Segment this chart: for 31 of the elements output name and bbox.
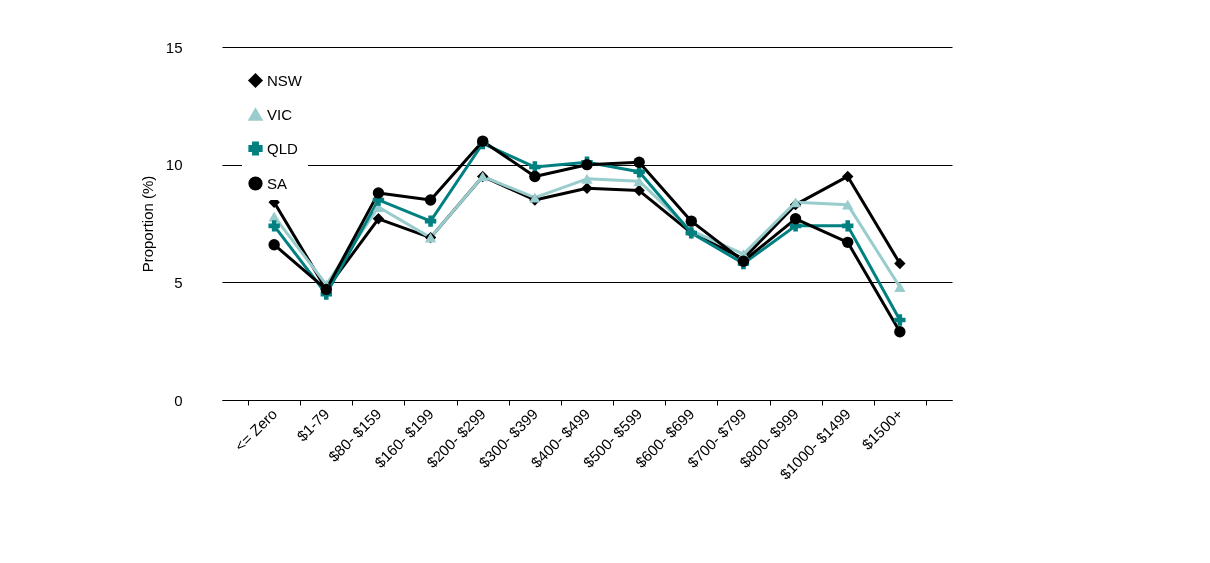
y-tick-label: 0 [174, 391, 183, 409]
legend-label: SA [267, 174, 288, 192]
point [581, 173, 593, 184]
point [372, 187, 385, 199]
point [894, 326, 906, 338]
y-tick-label: 15 [165, 38, 183, 56]
point [320, 283, 332, 296]
point [372, 213, 385, 225]
point [268, 220, 280, 232]
point [894, 282, 906, 292]
point [633, 166, 645, 178]
point [842, 170, 854, 183]
point [842, 236, 854, 249]
point [789, 213, 802, 225]
point [842, 220, 854, 232]
legend-label: VIC [267, 105, 293, 123]
point [424, 194, 437, 206]
y-tick-label: 10 [165, 156, 183, 174]
point [685, 215, 697, 227]
y-axis-title: Proportion (%) [138, 175, 156, 273]
point [633, 176, 645, 187]
point [529, 170, 541, 183]
point [424, 215, 437, 227]
point [894, 314, 906, 326]
point [268, 238, 280, 251]
legend-label: NSW [267, 71, 303, 89]
legend-label: QLD [267, 139, 299, 157]
point [633, 156, 645, 168]
y-tick-label: 5 [174, 273, 183, 291]
point [894, 257, 906, 270]
point [842, 199, 854, 210]
